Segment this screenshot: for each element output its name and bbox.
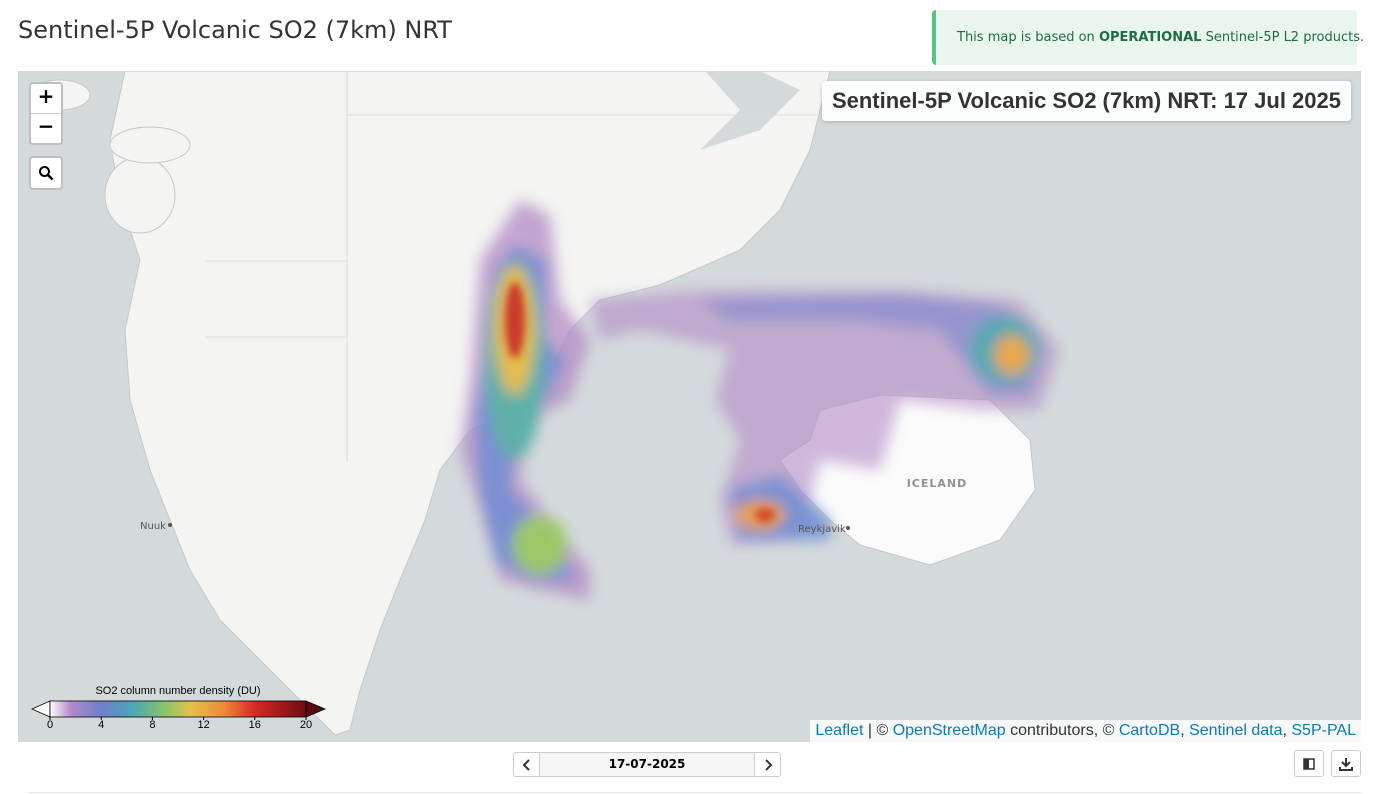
map-canvas: Nuuk Reykjavik ICELAND SO2 column number… [18, 71, 1361, 742]
colorbar-tick-label: 0 [47, 719, 53, 731]
notice-text: OPERATIONAL [1098, 30, 1202, 45]
map-title: Sentinel-5P Volcanic SO2 (7km) NRT: 17 J… [821, 81, 1351, 121]
attribution-text: contributors, © [1005, 722, 1119, 739]
footer-rule [28, 792, 1361, 793]
so2-plume [460, 200, 1060, 600]
zoom-control: + − [29, 82, 63, 145]
colorbar-tick-label: 4 [98, 719, 104, 731]
attribution-text: , [1180, 722, 1190, 739]
place-label: Reykjavik [798, 524, 846, 535]
place-dot [168, 523, 172, 527]
attribution-link[interactable]: Sentinel data [1189, 722, 1283, 739]
notice-text: This map is based on [957, 30, 1099, 45]
date-control: 17-07-2025 [513, 752, 781, 777]
colorbar-tick-label: 16 [249, 719, 261, 731]
island [104, 156, 176, 234]
island [109, 126, 191, 164]
legend-title: SO2 column number density (DU) [95, 685, 260, 697]
compare-button[interactable] [1294, 750, 1324, 777]
colorbar-tick-label: 20 [300, 719, 312, 731]
so2-core [505, 282, 775, 522]
page-title: Sentinel-5P Volcanic SO2 (7km) NRT [18, 16, 452, 44]
attribution-text: , [1282, 722, 1292, 739]
place-label: Nuuk [140, 521, 166, 532]
attribution-link[interactable]: CartoDB [1118, 722, 1181, 739]
attribution-text: | © [863, 722, 893, 739]
zoom-out[interactable]: − [37, 114, 55, 138]
place-dot [846, 526, 850, 530]
region-borders [205, 71, 830, 462]
place-label: ICELAND [907, 477, 968, 490]
search-icon [39, 166, 54, 181]
colorbar-tick-label: 12 [197, 719, 209, 731]
colorbar-tick-label: 8 [149, 719, 155, 731]
next-button[interactable] [755, 753, 780, 776]
legend: SO2 column number density (DU) 0 4 8 12 16 20 [31, 685, 327, 731]
attribution: Leaflet | © OpenStreetMap contributors, … [810, 720, 1361, 742]
search-button[interactable] [29, 156, 63, 190]
notice-text: Sentinel-5P L2 products. [1201, 30, 1365, 45]
colorbar [49, 700, 307, 718]
fjord [700, 71, 800, 150]
download-button[interactable] [1331, 750, 1361, 777]
attribution-link[interactable]: S5P-PAL [1291, 722, 1356, 739]
attribution-link[interactable]: OpenStreetMap [892, 722, 1006, 739]
notice: This map is based on OPERATIONAL Sentine… [932, 10, 1364, 65]
map[interactable]: Nuuk Reykjavik ICELAND SO2 column number… [18, 71, 1361, 742]
date-input[interactable]: 17-07-2025 [539, 753, 755, 776]
prev-button[interactable] [514, 753, 539, 776]
attribution-link[interactable]: Leaflet [815, 722, 864, 739]
zoom-in[interactable]: + [31, 84, 61, 114]
